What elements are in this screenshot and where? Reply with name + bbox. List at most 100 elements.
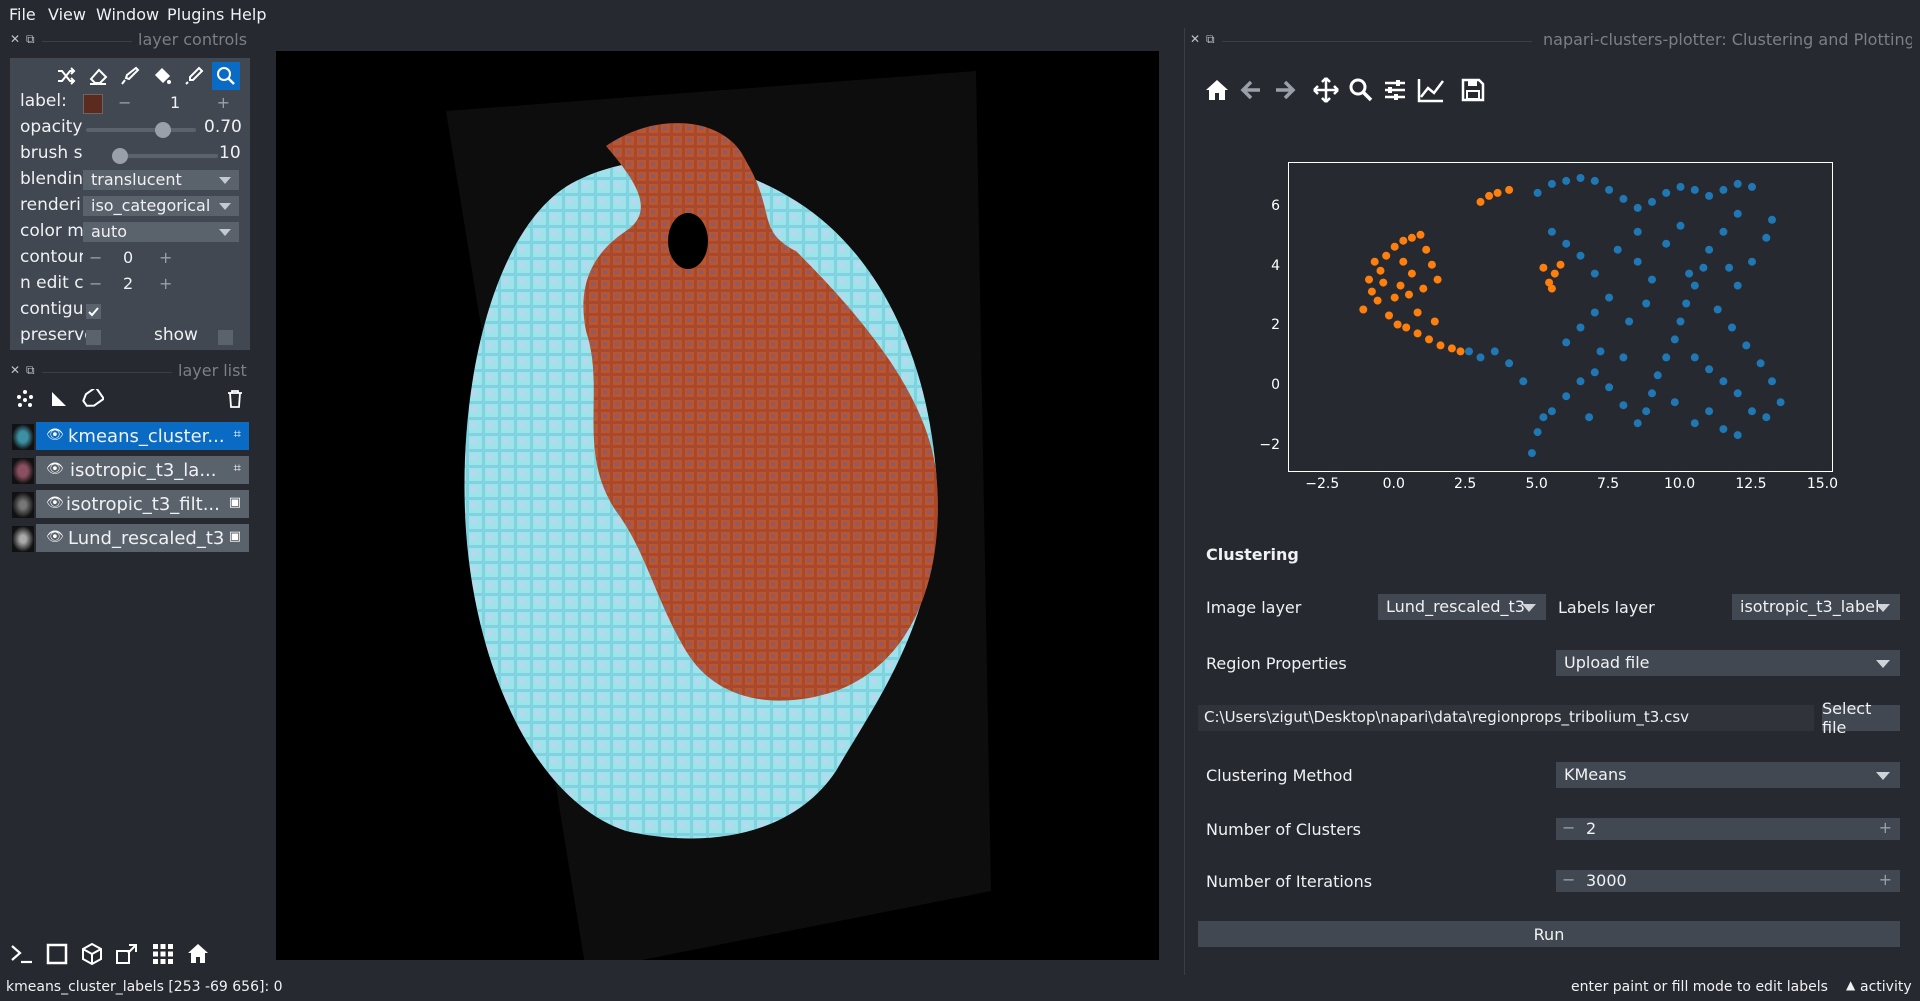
- float-dock-icon[interactable]: ⧉: [26, 32, 35, 46]
- eye-icon[interactable]: 👁: [46, 495, 64, 511]
- plot-zoom-button[interactable]: [1346, 75, 1376, 105]
- brush-size-slider-handle[interactable]: [112, 148, 128, 164]
- layer-row[interactable]: 👁 isotropic_t3_filt... ▣: [10, 490, 250, 520]
- plot-edit-axis-button[interactable]: [1416, 75, 1446, 105]
- chevron-up-icon[interactable]: ▲: [1846, 978, 1856, 992]
- new-shapes-button[interactable]: [46, 386, 72, 412]
- cluster-orange-point: [1425, 335, 1433, 344]
- scatter-plot-axes[interactable]: [1288, 162, 1833, 472]
- label-spinbox[interactable]: − 1 +: [110, 93, 240, 113]
- clusters-increment[interactable]: +: [1878, 818, 1892, 837]
- number-of-iterations-spinbox[interactable]: − 3000 +: [1556, 870, 1900, 892]
- viewer-canvas[interactable]: [276, 51, 1159, 960]
- iterations-increment[interactable]: +: [1878, 870, 1892, 889]
- ndisplay-button[interactable]: [43, 940, 71, 968]
- plot-configure-button[interactable]: [1380, 75, 1410, 105]
- x-tick-label: 0.0: [1382, 476, 1405, 492]
- pan-zoom-button[interactable]: [212, 62, 240, 90]
- label-decrement[interactable]: −: [118, 93, 132, 112]
- float-dock-icon[interactable]: ⧉: [26, 363, 35, 377]
- contour-increment[interactable]: +: [159, 248, 173, 267]
- iterations-decrement[interactable]: −: [1562, 870, 1576, 889]
- file-path-input[interactable]: C:\Users\zigut\Desktop\napari\data\regio…: [1198, 705, 1814, 731]
- eye-icon[interactable]: 👁: [46, 461, 64, 477]
- region-properties-dropdown[interactable]: Upload file: [1556, 650, 1900, 676]
- tag-icon: [82, 389, 104, 407]
- n-edit-dim-increment[interactable]: +: [159, 274, 173, 293]
- reset-view-button[interactable]: [184, 940, 212, 968]
- close-dock-icon[interactable]: ✕: [1190, 32, 1201, 46]
- cluster-blue-point: [1625, 317, 1634, 326]
- region-properties-value: Upload file: [1564, 653, 1650, 672]
- menu-help[interactable]: Help: [230, 5, 267, 24]
- image-layer-dropdown[interactable]: Lund_rescaled_t3: [1378, 594, 1546, 620]
- fill-button[interactable]: [150, 64, 174, 88]
- new-labels-button[interactable]: [80, 386, 106, 412]
- paint-button[interactable]: [118, 64, 142, 88]
- close-dock-icon[interactable]: ✕: [10, 363, 21, 377]
- layer-row[interactable]: 👁 isotropic_t3_la... ⌗: [10, 456, 250, 486]
- menu-plugins[interactable]: Plugins: [167, 5, 225, 24]
- select-file-button[interactable]: Select file: [1822, 699, 1900, 737]
- layer-name-field[interactable]: 👁 Lund_rescaled_t3 ▣: [36, 524, 249, 552]
- layer-name-field[interactable]: 👁 isotropic_t3_la... ⌗: [36, 456, 249, 484]
- layer-row[interactable]: 👁 kmeans_cluster... ⌗: [10, 422, 250, 452]
- activity-button[interactable]: activity: [1860, 979, 1912, 995]
- contiguous-checkbox[interactable]: [86, 304, 101, 319]
- brush-size-slider[interactable]: [118, 154, 218, 158]
- color-mode-dropdown[interactable]: auto: [83, 222, 239, 242]
- dock-splitter[interactable]: [1184, 28, 1185, 978]
- color-picker-button[interactable]: [182, 64, 206, 88]
- plot-home-button[interactable]: [1202, 75, 1232, 105]
- x-tick-label: −2.5: [1305, 476, 1340, 492]
- number-of-clusters-spinbox[interactable]: − 2 +: [1556, 818, 1900, 840]
- eye-icon[interactable]: 👁: [46, 529, 64, 545]
- clustering-method-dropdown[interactable]: KMeans: [1556, 762, 1900, 788]
- layer-name-field[interactable]: 👁 kmeans_cluster... ⌗: [36, 422, 249, 450]
- plot-back-button[interactable]: [1236, 75, 1266, 105]
- y-tick-label: 0: [1271, 377, 1280, 394]
- opacity-slider-handle[interactable]: [155, 122, 171, 138]
- cluster-blue-point: [1676, 182, 1685, 191]
- n-edit-dim-spinbox[interactable]: − 2 +: [83, 274, 183, 294]
- float-dock-icon[interactable]: ⧉: [1206, 32, 1215, 46]
- labels-layer-dropdown[interactable]: isotropic_t3_label: [1732, 594, 1900, 620]
- plot-pan-button[interactable]: [1311, 75, 1341, 105]
- plot-save-button[interactable]: [1458, 75, 1488, 105]
- run-button[interactable]: Run: [1198, 921, 1900, 947]
- layer-thumbnail: [12, 526, 34, 552]
- cluster-blue-point: [1676, 221, 1685, 230]
- chevron-down-icon: [1522, 604, 1536, 612]
- clusters-decrement[interactable]: −: [1562, 818, 1576, 837]
- contour-decrement[interactable]: −: [89, 248, 103, 267]
- show-selected-checkbox[interactable]: [218, 330, 233, 345]
- delete-layer-button[interactable]: [222, 386, 248, 412]
- menu-window[interactable]: Window: [96, 5, 160, 24]
- blending-dropdown[interactable]: translucent: [83, 170, 239, 190]
- console-button[interactable]: [8, 940, 36, 968]
- label-increment[interactable]: +: [216, 93, 230, 112]
- roll-axes-button[interactable]: [78, 940, 106, 968]
- eye-icon[interactable]: 👁: [46, 427, 64, 443]
- erase-button[interactable]: [86, 64, 110, 88]
- contour-spinbox[interactable]: − 0 +: [83, 248, 183, 268]
- preserve-labels-checkbox[interactable]: [86, 330, 101, 345]
- transpose-button[interactable]: [113, 940, 141, 968]
- chevron-down-icon: [1876, 604, 1890, 612]
- cluster-blue-point: [1576, 174, 1585, 182]
- new-points-button[interactable]: [12, 386, 38, 412]
- n-edit-dim-decrement[interactable]: −: [89, 274, 103, 293]
- grid-view-button[interactable]: [149, 940, 177, 968]
- opacity-slider[interactable]: [86, 128, 196, 132]
- brush-size-value: 10: [219, 143, 241, 163]
- menu-file[interactable]: File: [9, 5, 36, 24]
- layer-row[interactable]: 👁 Lund_rescaled_t3 ▣: [10, 524, 250, 554]
- close-dock-icon[interactable]: ✕: [10, 32, 21, 46]
- layer-name-field[interactable]: 👁 isotropic_t3_filt... ▣: [36, 490, 249, 518]
- cluster-blue-point: [1719, 185, 1728, 194]
- rendering-dropdown[interactable]: iso_categorical: [83, 196, 239, 216]
- menu-view[interactable]: View: [48, 5, 86, 24]
- shuffle-colors-button[interactable]: [54, 64, 78, 88]
- plot-forward-button[interactable]: [1270, 75, 1300, 105]
- status-bar: kmeans_cluster_labels [253 -69 656]: 0 e…: [0, 975, 1920, 1001]
